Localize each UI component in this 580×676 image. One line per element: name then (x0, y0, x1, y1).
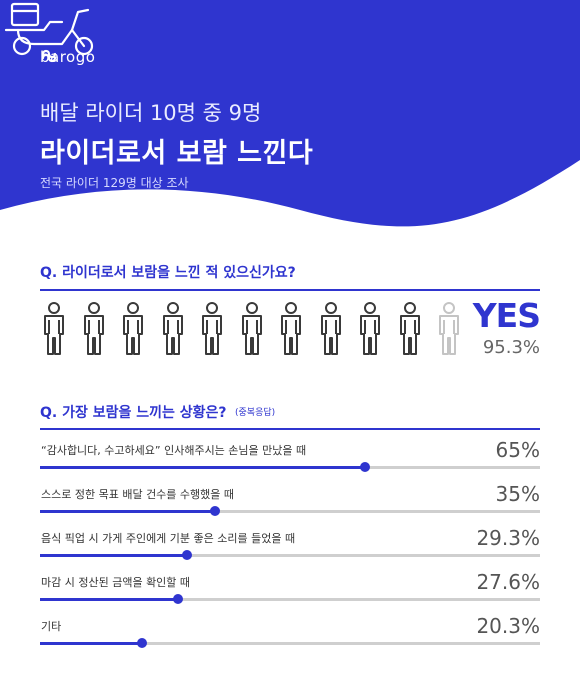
bar-track (40, 550, 540, 560)
bar-end-dot (360, 462, 370, 472)
question-2: Q. 가장 보람을 느끼는 상황은? (40, 405, 227, 421)
bar-value-label: 29.3% (476, 526, 540, 550)
person-icon (281, 302, 301, 355)
bar-row: 기타 20.3% (40, 614, 540, 660)
divider (40, 428, 540, 430)
bar-row: 스스로 정한 목표 배달 건수를 수행했을 때 35% (40, 482, 540, 528)
question-2-note: (중복응답) (235, 408, 276, 418)
survey-subtitle: 전국 라이더 129명 대상 조사 (40, 176, 189, 190)
bar (40, 598, 178, 601)
bar-label: “감사합니다, 수고하세요” 인사해주시는 손님을 만났을 때 (41, 444, 307, 457)
bar-track (40, 506, 540, 516)
bar-track (40, 462, 540, 472)
hero-background (0, 0, 580, 227)
person-icon (162, 302, 183, 355)
bar-end-dot (136, 638, 147, 648)
yes-label: YES (472, 296, 541, 335)
person-icon (123, 302, 143, 355)
bar-label: 기타 (41, 620, 62, 633)
bar-end-dot (181, 550, 192, 560)
scooter-icon (4, 2, 94, 56)
person-icon (320, 302, 341, 355)
bar (40, 554, 187, 557)
headline: 배달 라이더 10명 중 9명 (40, 101, 262, 125)
person-icon (399, 302, 420, 355)
bar-value-label: 35% (495, 482, 540, 506)
bar-label: 마감 시 정산된 금액을 확인할 때 (41, 576, 191, 589)
person-icon (360, 302, 380, 355)
bar-value-label: 65% (495, 438, 540, 462)
bar-track (40, 594, 540, 604)
bar-row: 마감 시 정산된 금액을 확인할 때 27.6% (40, 570, 540, 616)
bar-end-dot (210, 506, 220, 516)
bar-track (40, 638, 540, 648)
divider (40, 289, 540, 291)
yes-value: 95.3% (482, 337, 540, 358)
bar-label: 음식 픽업 시 가게 주인에게 기분 좋은 소리를 들었을 때 (41, 532, 296, 545)
person-icon (241, 302, 262, 355)
headline-bold: 라이더로서 보람 느낀다 (40, 138, 314, 169)
person-icon (202, 302, 222, 355)
bar-value-label: 27.6% (476, 570, 540, 594)
person-icon-muted (439, 302, 459, 355)
bar-label: 스스로 정한 목표 배달 건수를 수행했을 때 (41, 488, 235, 501)
person-icon (83, 302, 104, 355)
hero-banner: barogo 배달 라이더 10명 중 9명 라이더로서 보람 느낀다 전국 라… (0, 0, 580, 250)
bar (40, 642, 142, 645)
person-icon (44, 302, 64, 355)
bar-row: 음식 픽업 시 가게 주인에게 기분 좋은 소리를 들었을 때 29.3% (40, 526, 540, 572)
bar-value-label: 20.3% (476, 614, 540, 638)
question-1: Q. 라이더로서 보람을 느낀 적 있으신가요? (40, 265, 296, 281)
bar (40, 466, 365, 469)
barogo-logo-icon (41, 49, 57, 63)
bar-row: “감사합니다, 수고하세요” 인사해주시는 손님을 만났을 때 65% (40, 438, 540, 484)
bar (40, 510, 215, 513)
bar-end-dot (173, 594, 183, 604)
